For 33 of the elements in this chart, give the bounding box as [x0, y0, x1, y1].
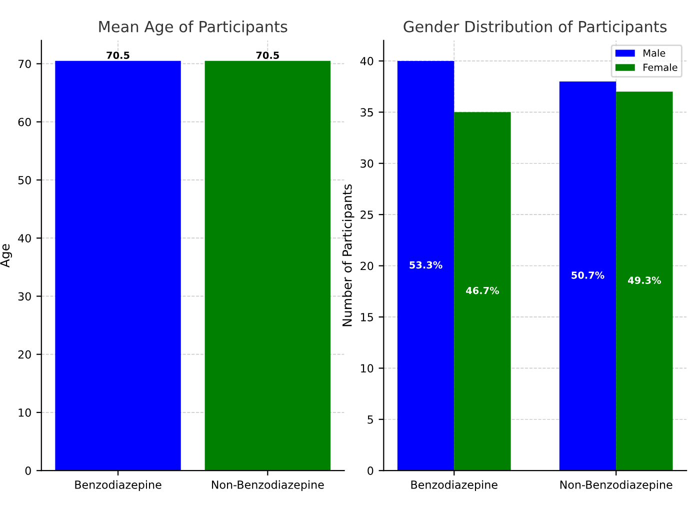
annotation: 46.7%	[466, 286, 500, 294]
x-tick-label: Non-Benzodiazepine	[560, 480, 672, 492]
legend-label: Male	[644, 49, 666, 57]
data-label: 70.5	[106, 52, 130, 59]
y-tick-label: 60	[18, 118, 31, 126]
y-tick-label: 35	[360, 108, 373, 117]
x-tick-label: Benzodiazepine	[75, 480, 162, 492]
y-tick-label: 25	[360, 210, 373, 219]
data-label: 70.5	[256, 52, 279, 59]
y-tick-label: 70	[18, 60, 31, 68]
x-tick-label: Benzodiazepine	[411, 480, 498, 492]
y-tick-label: 10	[361, 364, 374, 373]
x-tick-label: Non-Benzodiazepine	[212, 480, 324, 492]
annotation: 49.3%	[628, 276, 661, 284]
annotation: 50.7%	[572, 271, 604, 279]
y-tick-label: 20	[18, 350, 31, 359]
y-tick-label: 50	[18, 176, 31, 184]
y-tick-label: 0	[25, 466, 31, 475]
y-tick-label: 30	[18, 292, 31, 301]
y-axis-title: Age	[0, 244, 12, 268]
annotation: 53.3%	[410, 261, 442, 269]
y-tick-label: 10	[18, 408, 31, 417]
y-tick-label: 40	[18, 234, 31, 242]
chart-title: Mean Age of Participants	[99, 20, 288, 36]
y-tick-label: 40	[360, 56, 374, 66]
y-axis-title: Number of Participants	[342, 184, 354, 326]
y-tick-label: 20	[360, 262, 374, 270]
y-tick-label: 5	[368, 416, 373, 424]
y-tick-label: 15	[361, 313, 373, 322]
legend-label: Female	[644, 64, 678, 72]
chart-title: Gender Distribution of Participants	[404, 20, 667, 36]
y-tick-label: 0	[368, 466, 374, 475]
y-tick-label: 30	[360, 159, 374, 168]
